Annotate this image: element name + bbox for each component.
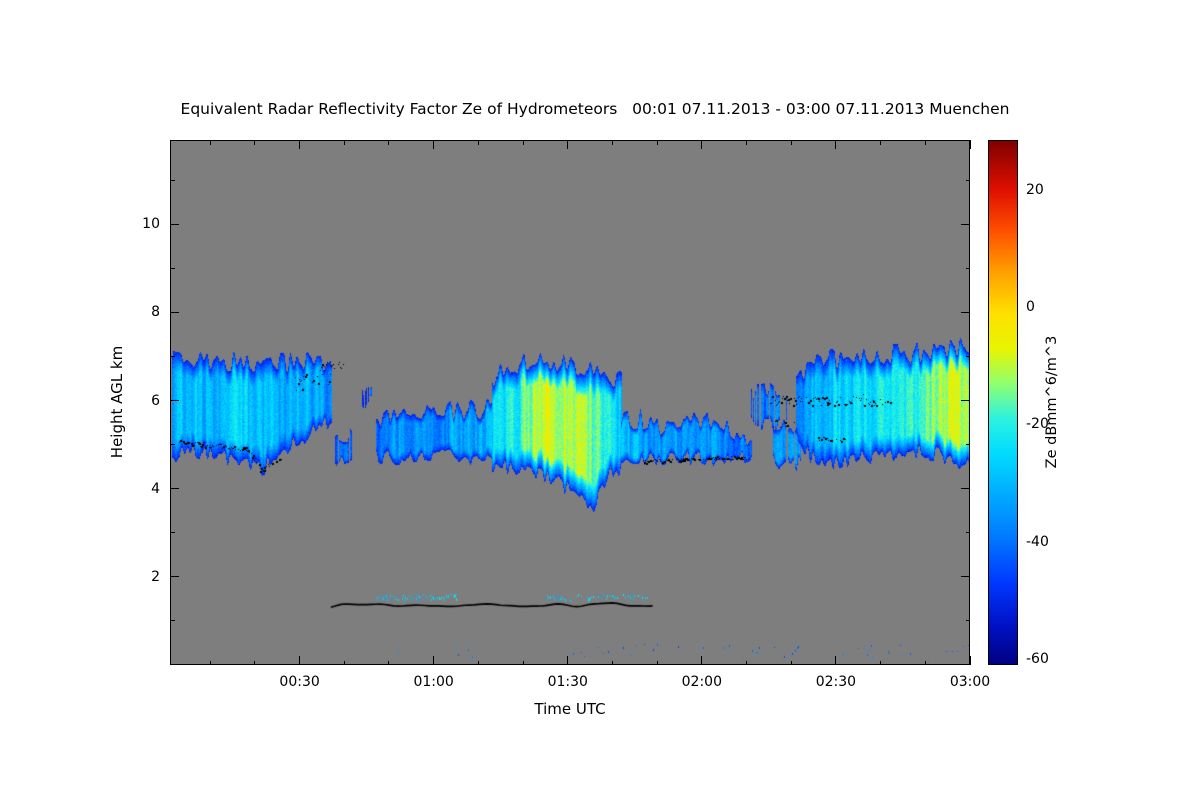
x-tick-mark [343,140,345,145]
x-tick-mark [835,656,837,665]
y-tick-mark [965,620,970,622]
x-tick-mark [835,140,837,149]
x-tick-label: 03:00 [949,674,991,690]
x-tick-mark [969,140,971,149]
x-tick-label: 02:00 [681,674,723,690]
y-tick-mark [170,620,175,622]
y-tick-mark [961,400,970,402]
y-tick-label: 8 [151,304,160,321]
x-tick-mark [522,140,524,145]
radar-heatmap-canvas [170,140,970,665]
y-tick-label: 6 [151,392,160,409]
y-tick-mark [170,532,175,534]
x-tick-label: 02:30 [815,674,857,690]
colorbar-tick-label: -40 [1026,533,1049,550]
y-tick-mark [961,488,970,490]
x-tick-mark [790,140,792,145]
x-tick-mark [969,656,971,665]
x-tick-mark [611,140,613,145]
x-axis-label: Time UTC [534,700,606,718]
x-tick-label: 01:30 [547,674,588,690]
x-tick-mark [567,140,569,149]
y-tick-mark [170,576,179,578]
x-tick-mark [299,140,301,149]
x-tick-mark [477,660,479,665]
x-tick-mark [656,660,658,665]
colorbar-tick-label: -20 [1026,416,1049,433]
x-tick-mark [343,660,345,665]
x-tick-mark [388,140,390,145]
y-tick-mark [965,532,970,534]
colorbar-tick-label: -60 [1026,651,1049,668]
y-tick-mark [965,444,970,446]
y-axis-label: Height AGL km [108,345,126,459]
colorbar-tick-label: 0 [1026,299,1035,316]
y-tick-mark [961,576,970,578]
x-tick-mark [433,140,435,149]
x-tick-mark [924,660,926,665]
y-tick-mark [965,267,970,269]
y-tick-label: 10 [142,216,160,233]
x-tick-mark [209,660,211,665]
colorbar [988,140,1018,665]
y-tick-mark [961,311,970,313]
y-tick-mark [965,355,970,357]
y-tick-mark [170,223,179,225]
y-tick-mark [170,355,175,357]
x-tick-mark [746,140,748,145]
x-tick-mark [433,656,435,665]
x-tick-mark [299,656,301,665]
y-tick-label: 2 [151,568,160,585]
x-tick-mark [746,660,748,665]
x-tick-label: 01:00 [413,674,454,690]
x-tick-mark [388,660,390,665]
y-tick-mark [170,311,179,313]
y-tick-mark [170,488,179,490]
colorbar-tick-label: 20 [1026,181,1044,198]
y-tick-label: 4 [151,480,160,497]
y-tick-mark [170,179,175,181]
chart-title: Equivalent Radar Reflectivity Factor Ze … [180,100,1010,118]
x-tick-mark [790,660,792,665]
x-tick-mark [701,140,703,149]
y-tick-mark [170,444,175,446]
colorbar-label: Ze dBmm^6/m^3 [1044,335,1060,469]
y-tick-mark [961,223,970,225]
x-tick-mark [880,660,882,665]
y-tick-mark [170,400,179,402]
x-tick-mark [701,656,703,665]
x-tick-mark [656,140,658,145]
x-tick-mark [477,140,479,145]
y-tick-mark [965,179,970,181]
x-tick-mark [611,660,613,665]
x-tick-mark [924,140,926,145]
y-tick-mark [170,267,175,269]
x-tick-label: 00:30 [279,674,320,690]
plot-area [170,140,971,665]
x-tick-mark [209,140,211,145]
x-tick-mark [567,656,569,665]
x-tick-mark [254,660,256,665]
x-tick-mark [880,140,882,145]
x-tick-mark [522,660,524,665]
x-tick-mark [254,140,256,145]
